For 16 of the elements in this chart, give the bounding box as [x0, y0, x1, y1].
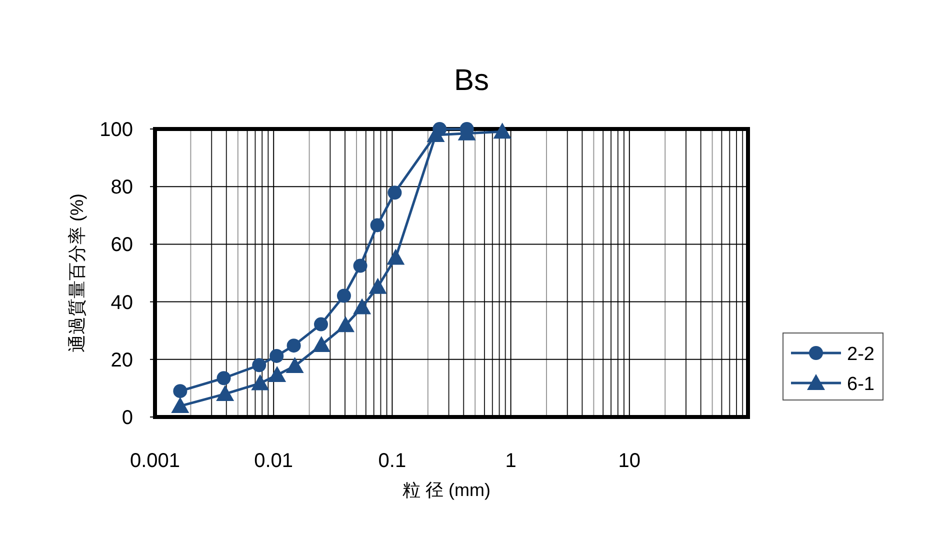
x-axis-title: 粒 径 (mm): [402, 480, 490, 500]
y-tick-label: 40: [110, 292, 133, 314]
y-tick-label: 60: [110, 234, 133, 256]
x-tick-label: 1: [505, 450, 516, 472]
y-axis-title: 通過質量百分率 (%): [67, 194, 87, 352]
y-tick-label: 0: [122, 407, 133, 429]
y-tick-label: 20: [110, 349, 133, 372]
legend-label: 2-2: [847, 344, 874, 365]
y-tick-label: 80: [110, 176, 133, 199]
x-tick-label: 0.001: [130, 450, 180, 472]
y-tick-label: 100: [100, 119, 133, 141]
x-tick-label: 10: [618, 450, 641, 472]
x-tick-label: 0.1: [378, 450, 406, 472]
x-tick-label: 0.01: [254, 450, 294, 472]
chart-title: Bs: [454, 64, 490, 97]
legend-label: 6-1: [847, 374, 874, 395]
